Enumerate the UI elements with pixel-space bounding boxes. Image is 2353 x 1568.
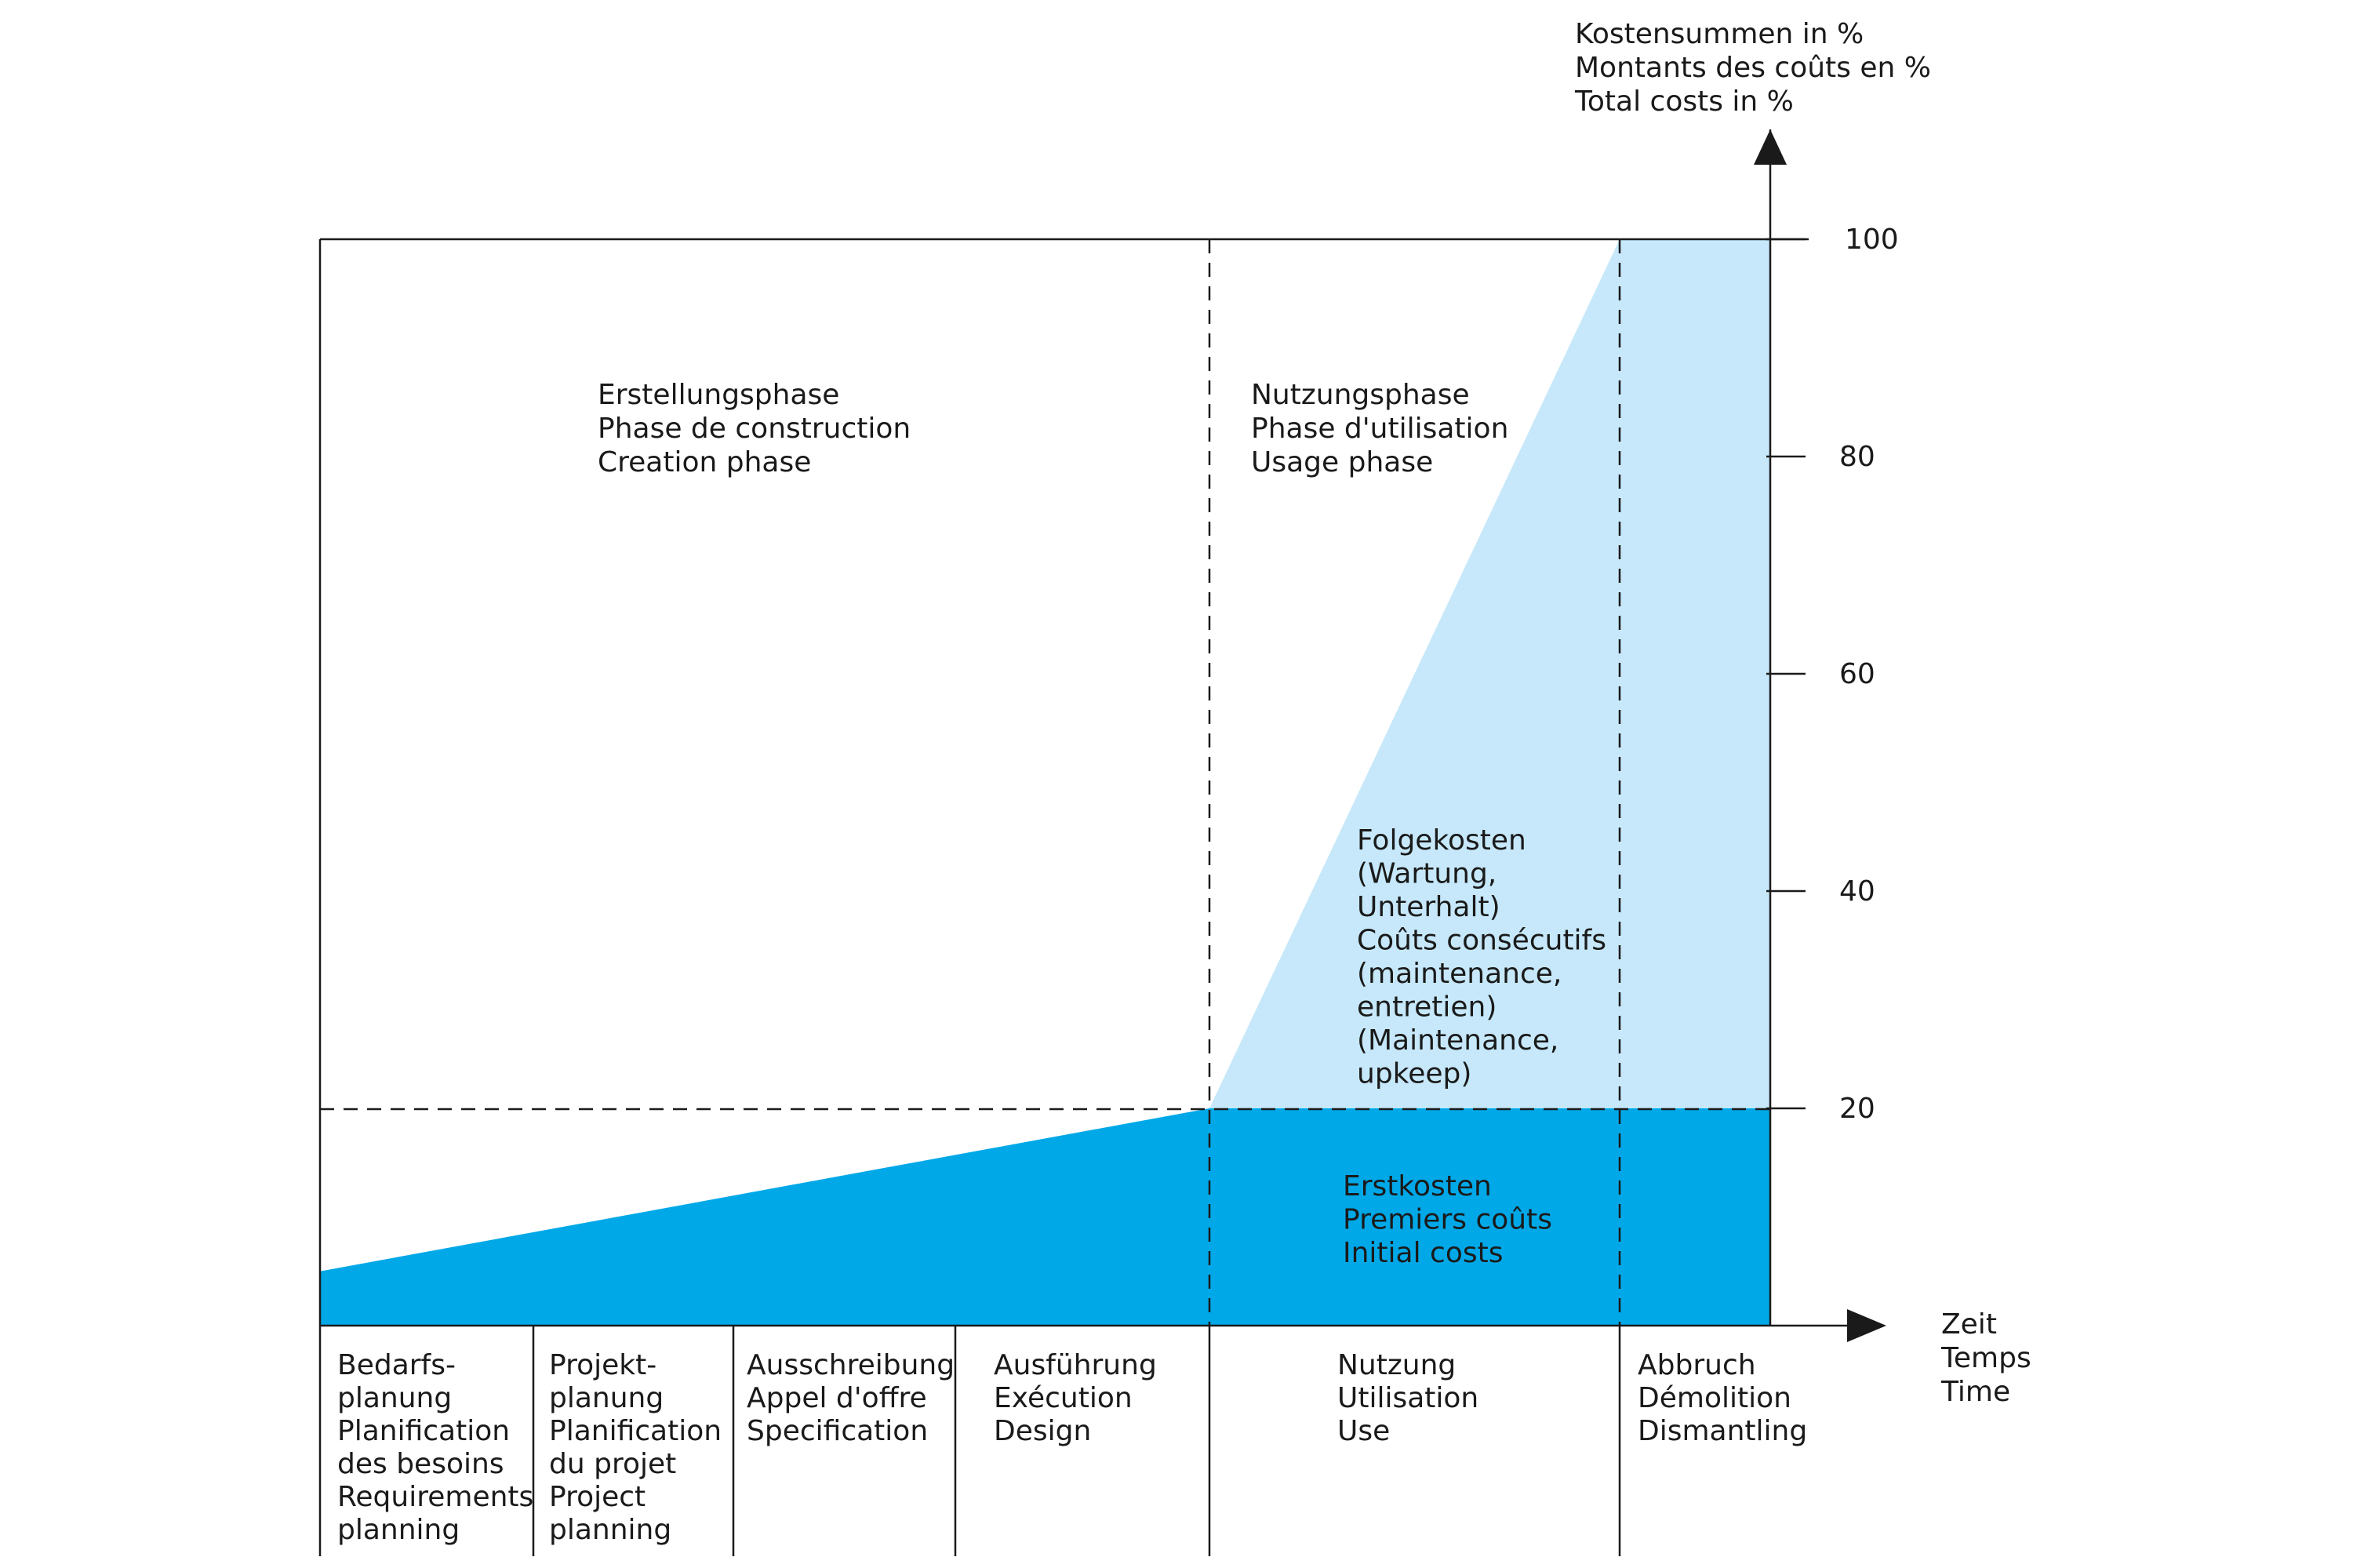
phase-label-line: Project [549, 1481, 646, 1513]
series-label-line: Unterhalt) [1357, 891, 1500, 923]
y-tick-label: 40 [1839, 875, 1875, 908]
series-label-line: Erstkosten [1343, 1170, 1492, 1202]
series-label-line: entretien) [1357, 991, 1497, 1024]
phase-label-line: Design [994, 1415, 1091, 1447]
usage-phase-label-line: Usage phase [1251, 446, 1433, 478]
series-label-line: Initial costs [1343, 1237, 1504, 1269]
phase-label-line: Dismantling [1638, 1415, 1807, 1447]
series-label-line: Folgekosten [1357, 824, 1526, 857]
series-label-line: (Maintenance, [1357, 1024, 1558, 1057]
phase-label-line: Ausführung [994, 1349, 1157, 1381]
phase-label-line: Abbruch [1638, 1349, 1756, 1381]
series-label-line: (maintenance, [1357, 958, 1562, 990]
phase-label-bedarf: Bedarfs-planung Planification des besoins R… [337, 1349, 533, 1546]
x-axis-title: Zeit Temps Time [1940, 1308, 2040, 1408]
phase-label-line: planung [549, 1382, 664, 1414]
creation-phase-label: Erstellungsphase Phase de construction C… [598, 379, 920, 478]
phase-label-line: Ausschreibung [747, 1349, 955, 1381]
phase-label-projekt: Projekt-planung Planification du projet Pro… [549, 1349, 722, 1546]
phase-label-line: Bedarfs- [337, 1349, 456, 1381]
phase-label-abbruch: Abbruch Démolition Dismantling [1638, 1349, 1807, 1447]
initial-costs-label: Erstkosten Premiers coûts Initial costs [1343, 1170, 1552, 1269]
phase-label-nutzung: Nutzung Utilisation Use [1337, 1349, 1478, 1447]
phase-label-line: Projekt- [549, 1349, 656, 1381]
phase-label-line: Utilisation [1337, 1382, 1478, 1414]
y-axis-arrowhead [1754, 129, 1787, 165]
x-axis-title-line: Zeit [1941, 1308, 1997, 1341]
follow-up-costs-area [1209, 239, 1770, 1108]
series-label-line: Coûts consécutifs [1357, 925, 1606, 957]
creation-phase-label-line: Creation phase [598, 446, 811, 478]
phase-label-line: Démolition [1638, 1382, 1791, 1414]
phase-label-line: Requirements [337, 1481, 533, 1513]
x-axis-title-line: Temps [1940, 1342, 2031, 1374]
creation-phase-label-line: Phase de construction [598, 413, 911, 445]
x-axis-title-line: Time [1940, 1376, 2010, 1408]
usage-phase-label-line: Nutzungsphase [1251, 379, 1470, 411]
series-label-line: upkeep) [1357, 1058, 1471, 1090]
y-tick-label: 100 [1845, 224, 1899, 256]
y-tick-label: 60 [1839, 658, 1875, 690]
phase-label-ausfuehrung: Ausführung Exécution Design [994, 1349, 1157, 1447]
phase-label-line: planning [337, 1514, 460, 1546]
phase-label-line: planning [549, 1514, 671, 1546]
initial-costs-area [320, 1108, 1770, 1326]
phase-label-line: Specification [747, 1415, 928, 1447]
phase-label-line: Use [1337, 1415, 1390, 1447]
y-axis-title: Kostensummen in % Montants des coûts en … [1574, 18, 1940, 118]
phase-label-line: Planification [549, 1415, 722, 1447]
series-label-line: (Wartung, [1357, 858, 1497, 890]
x-axis-arrowhead [1847, 1309, 1886, 1342]
follow-up-costs-label: Folgekosten (Wartung, Unterhalt) Coûts cons… [1357, 824, 1606, 1090]
usage-phase-label: Nutzungsphase Phase d'utilisation Usage … [1251, 379, 1518, 478]
y-axis-title-line: Kostensummen in % [1575, 18, 1864, 50]
phase-label-line: Exécution [994, 1382, 1133, 1414]
phase-label-line: planung [337, 1382, 452, 1414]
phase-label-line: des besoins [337, 1448, 504, 1480]
phase-label-line: Planification [337, 1415, 510, 1447]
creation-phase-label-line: Erstellungsphase [598, 379, 839, 411]
series-label-line: Premiers coûts [1343, 1204, 1552, 1236]
y-tick-label: 20 [1839, 1093, 1875, 1125]
y-tick-label: 80 [1839, 441, 1875, 473]
phase-label-ausschreibung: Ausschreibung Appel d'offre Specification [747, 1349, 955, 1447]
phase-label-line: Appel d'offre [747, 1382, 927, 1414]
phase-label-line: du projet [549, 1448, 676, 1480]
y-axis-title-line: Montants des coûts en % [1575, 52, 1931, 84]
usage-phase-label-line: Phase d'utilisation [1251, 413, 1508, 445]
y-axis-title-line: Total costs in % [1574, 85, 1794, 118]
phase-label-line: Nutzung [1337, 1349, 1456, 1381]
